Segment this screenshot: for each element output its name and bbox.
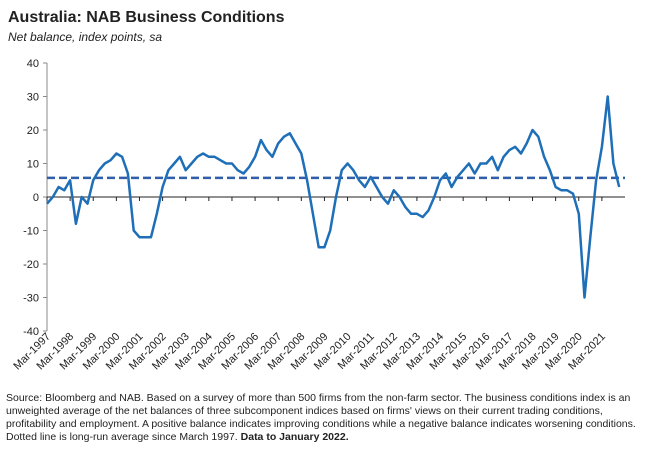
chart-subtitle: Net balance, index points, sa: [8, 30, 162, 44]
y-tick-label: 40: [27, 58, 39, 70]
y-tick-label: -30: [23, 293, 39, 305]
chart-title: Australia: NAB Business Conditions: [8, 9, 285, 26]
y-tick-label: 30: [27, 92, 39, 104]
y-tick-label: 10: [27, 159, 39, 171]
y-tick-label: -20: [23, 259, 39, 271]
series-line: [46, 95, 621, 299]
note: Data to January 2022.: [240, 431, 349, 443]
source: Source: Bloomberg and NAB. Based on a su…: [6, 392, 636, 443]
y-tick-label: 0: [33, 192, 39, 204]
chart: Australia: NAB Business Conditions Net b…: [8, 9, 625, 372]
y-tick-label: 20: [27, 125, 39, 137]
y-tick-label: -10: [23, 226, 39, 238]
footnote: Source: Bloomberg and NAB. Based on a su…: [6, 392, 642, 444]
y-tick-label: -40: [23, 326, 39, 338]
